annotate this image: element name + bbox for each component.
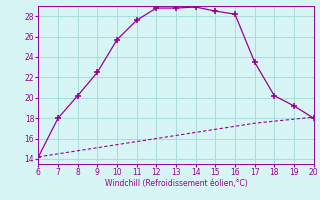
X-axis label: Windchill (Refroidissement éolien,°C): Windchill (Refroidissement éolien,°C) — [105, 179, 247, 188]
